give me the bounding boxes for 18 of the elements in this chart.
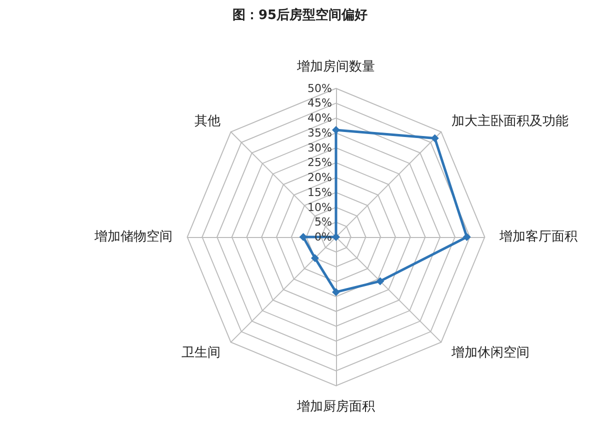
spoke-label: 增加储物空间 xyxy=(93,230,172,245)
spoke-label: 增加房间数量 xyxy=(296,58,375,74)
y-tick-label: 35% xyxy=(308,126,332,140)
y-tick-label: 20% xyxy=(308,171,332,184)
spoke-label: 其他 xyxy=(194,114,220,129)
spoke-label: 增加厨房面积 xyxy=(296,398,375,415)
chart-title: 图：95后房型空间偏好 xyxy=(232,7,368,23)
spoke-label: 卫生间 xyxy=(181,345,220,360)
y-tick-label: 10% xyxy=(308,200,332,214)
y-tick-label: 45% xyxy=(308,96,332,110)
y-tick-label: 25% xyxy=(308,156,332,170)
spoke-label: 加大主卧面积及功能 xyxy=(452,112,569,129)
spoke-label: 增加客厅面积 xyxy=(498,228,578,245)
y-tick-label: 50% xyxy=(308,82,332,95)
y-tick-label: 15% xyxy=(308,186,332,199)
y-tick-label: 40% xyxy=(308,112,332,125)
y-tick-label: 30% xyxy=(308,141,332,154)
spoke-label: 增加休闲空间 xyxy=(450,345,530,360)
